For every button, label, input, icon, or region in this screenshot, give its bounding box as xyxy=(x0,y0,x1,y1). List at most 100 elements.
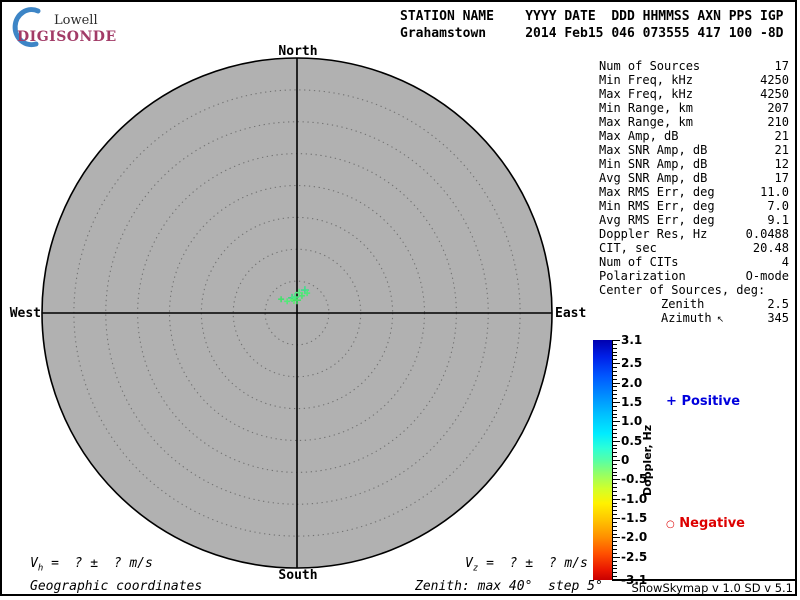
colorbar-tick-label: 0 xyxy=(621,453,630,467)
colorbar-minor-tick xyxy=(613,413,617,415)
legend-positive-label: Positive xyxy=(681,394,741,409)
colorbar-minor-tick xyxy=(613,394,617,396)
stat-row: Max SNR Amp, dB 21 xyxy=(599,143,789,157)
stat-value: 2.5 xyxy=(767,297,789,311)
colorbar-minor-tick xyxy=(613,378,617,380)
stat-value: 17 xyxy=(774,59,789,73)
skymap-plot xyxy=(41,57,553,569)
statusbar-divider xyxy=(612,579,795,581)
stat-value: 207 xyxy=(767,101,789,115)
header-values: Grahamstown 2014 Feb15 046 073555 417 10… xyxy=(400,26,784,41)
plus-marker-icon: + xyxy=(666,394,677,409)
colorbar-minor-tick xyxy=(613,398,617,400)
colorbar-major-tick xyxy=(613,479,620,481)
colorbar-ticks: 3.12.52.01.51.00.50-0.5-1.0-1.5-2.0-2.5-… xyxy=(612,333,660,587)
colorbar-minor-tick xyxy=(613,417,617,419)
colorbar-minor-tick xyxy=(613,370,617,372)
stat-value: 210 xyxy=(767,115,789,129)
colorbar-major-tick xyxy=(613,340,620,341)
colorbar-minor-tick xyxy=(613,564,617,566)
stat-row: Max Amp, dB 21 xyxy=(599,129,789,143)
stat-value: 0.0488 xyxy=(745,227,789,241)
compass-label-north: North xyxy=(278,44,318,59)
colorbar-major-tick xyxy=(613,537,620,539)
colorbar-minor-tick xyxy=(613,386,617,388)
colorbar-minor-tick xyxy=(613,343,617,345)
colorbar-minor-tick xyxy=(613,572,617,574)
stat-value: 7.0 xyxy=(767,199,789,213)
colorbar-minor-tick xyxy=(613,425,617,427)
colorbar-tick-label: 3.1 xyxy=(621,333,643,347)
stat-row: Doppler Res, Hz 0.0488 xyxy=(599,227,789,241)
colorbar-minor-tick xyxy=(613,533,617,535)
legend-negative-label: Negative xyxy=(679,516,746,531)
colorbar-major-tick xyxy=(613,498,620,500)
header-columns: STATION NAME YYYY DATE DDD HHMMSS AXN PP… xyxy=(400,9,784,24)
colorbar-tick-label: -2.0 xyxy=(621,530,648,545)
stat-label: Num of CITs xyxy=(599,255,679,269)
zenith-range-note: Zenith: max 40° step 5° xyxy=(415,579,603,594)
stat-label: Avg RMS Err, deg xyxy=(599,213,715,227)
vertical-velocity-readout: Vz = ? ± ? m/s xyxy=(465,556,588,574)
vh-symbol: V xyxy=(30,556,38,571)
colorbar-minor-tick xyxy=(613,510,617,512)
stat-value: 12 xyxy=(774,157,789,171)
stat-row: Num of CITs 4 xyxy=(599,255,789,269)
stat-value: 17 xyxy=(774,171,789,185)
stat-row: Max RMS Err, deg 11.0 xyxy=(599,185,789,199)
stat-row: Azimuth ↖ 345 xyxy=(599,311,789,325)
stat-value: O-mode xyxy=(745,269,789,283)
lowell-digisonde-logo: Lowell DIGISONDE xyxy=(8,5,130,49)
stat-label: Min Range, km xyxy=(599,101,693,115)
coordinates-mode-note: Geographic coordinates xyxy=(30,579,203,594)
stat-label: Max Amp, dB xyxy=(599,129,679,143)
colorbar-minor-tick xyxy=(613,467,617,469)
stat-value: 11.0 xyxy=(760,185,789,199)
stat-label: Max Freq, kHz xyxy=(599,87,693,101)
colorbar-minor-tick xyxy=(613,521,617,523)
colorbar-minor-tick xyxy=(613,429,617,431)
colorbar-minor-tick xyxy=(613,545,617,547)
measurement-stats-panel: Num of Sources 17 Min Freq, kHz 4250 Max Fre… xyxy=(599,59,789,325)
vz-subscript: z xyxy=(472,563,479,574)
circle-marker-icon: ○ xyxy=(666,519,675,530)
colorbar-minor-tick xyxy=(613,436,617,438)
stat-row: CIT, sec 20.48 xyxy=(599,241,789,255)
colorbar-minor-tick xyxy=(613,576,617,578)
colorbar-major-tick xyxy=(613,440,620,442)
colorbar-minor-tick xyxy=(613,347,617,349)
colorbar-major-tick xyxy=(613,518,620,520)
logo-crescent-icon xyxy=(12,7,41,48)
colorbar-minor-tick xyxy=(613,506,617,508)
stat-row: Min Range, km 207 xyxy=(599,101,789,115)
colorbar-minor-tick xyxy=(613,456,617,458)
colorbar-minor-tick xyxy=(613,448,617,450)
colorbar-title: Doppler, Hz xyxy=(641,424,654,496)
colorbar-major-tick xyxy=(613,382,620,384)
colorbar-minor-tick xyxy=(613,471,617,473)
colorbar-minor-tick xyxy=(613,390,617,392)
compass-label-south: South xyxy=(278,568,318,583)
stat-label: Center of Sources, deg: xyxy=(599,283,766,297)
vz-symbol: V xyxy=(465,556,473,571)
stat-label: Max Range, km xyxy=(599,115,693,129)
colorbar-tick-label: 1.5 xyxy=(621,394,643,409)
colorbar-minor-tick xyxy=(613,409,617,411)
stat-row: Polarization O-mode xyxy=(599,269,789,283)
doppler-source-point xyxy=(298,292,305,299)
stat-row: Min SNR Amp, dB 12 xyxy=(599,157,789,171)
logo-digisonde-text: DIGISONDE xyxy=(17,29,117,45)
colorbar-tick-label: -1.5 xyxy=(621,511,648,526)
doppler-colorbar xyxy=(593,340,612,580)
colorbar-minor-tick xyxy=(613,444,617,446)
colorbar-minor-tick xyxy=(613,351,617,353)
colorbar-tick-label: -0.5 xyxy=(621,472,648,487)
colorbar-minor-tick xyxy=(613,514,617,516)
colorbar-minor-tick xyxy=(613,552,617,554)
colorbar-tick-label: 2.0 xyxy=(621,375,643,390)
colorbar-minor-tick xyxy=(613,529,617,531)
stat-row: Num of Sources 17 xyxy=(599,59,789,73)
colorbar-major-tick xyxy=(613,363,620,365)
header-table: STATION NAME YYYY DATE DDD HHMMSS AXN PP… xyxy=(400,8,784,42)
